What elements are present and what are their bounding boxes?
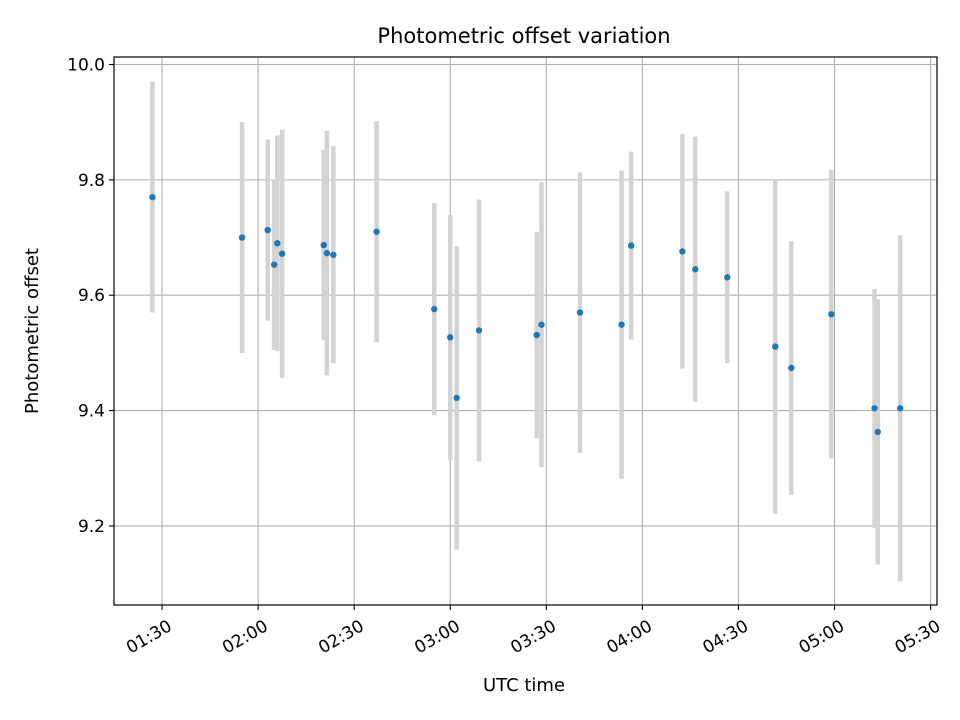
data-point [320, 241, 327, 249]
data-point [679, 248, 686, 255]
data-point [264, 226, 271, 234]
y-axis: 9.2 9.4 9.6 9.8 10.0 [67, 55, 114, 537]
data-point [871, 405, 878, 412]
data-point [538, 321, 545, 328]
y-tick-label: 9.2 [78, 517, 105, 537]
x-tick-label: 03:00 [411, 616, 463, 658]
data-point [874, 428, 881, 436]
x-axis-label: UTC time [483, 675, 565, 696]
x-tick-label: 04:00 [603, 616, 655, 658]
data-point [270, 261, 278, 268]
x-tick-label: 01:30 [123, 616, 175, 658]
data-point [618, 321, 625, 328]
y-tick-label: 9.6 [78, 286, 105, 306]
chart-title: Photometric offset variation [377, 24, 670, 48]
x-axis: 01:30 02:00 02:30 03:00 03:30 04:00 04:30 05:00… [123, 605, 944, 658]
x-tick-label: 03:30 [507, 616, 559, 658]
data-point [149, 193, 156, 201]
data-point [576, 309, 584, 316]
data-point [692, 266, 699, 273]
x-tick-label: 02:00 [219, 616, 271, 658]
data-points [149, 193, 904, 436]
data-point [533, 331, 540, 339]
data-point [373, 228, 380, 235]
y-tick-label: 9.4 [78, 402, 105, 422]
data-point [772, 343, 779, 350]
data-point [274, 240, 281, 247]
y-tick-label: 10.0 [67, 55, 105, 75]
data-point [323, 249, 331, 257]
plot-frame [113, 56, 938, 606]
data-point [431, 305, 438, 313]
data-point [453, 394, 460, 402]
data-point [238, 234, 246, 241]
grid [114, 57, 937, 605]
data-point [896, 405, 904, 412]
y-tick-label: 9.8 [78, 171, 105, 191]
x-tick-label: 05:30 [892, 616, 944, 658]
x-tick-label: 02:30 [315, 616, 367, 658]
x-tick-label: 05:00 [796, 616, 848, 658]
data-point [475, 327, 483, 334]
data-point [278, 250, 286, 257]
data-point [828, 311, 835, 318]
y-axis-label: Photometric offset [22, 248, 43, 414]
data-point [627, 242, 635, 249]
x-tick-label: 04:30 [700, 616, 752, 658]
data-point [724, 274, 731, 281]
data-point [447, 334, 454, 341]
data-point [788, 364, 795, 372]
plot-area [114, 57, 937, 605]
data-point [330, 251, 337, 259]
